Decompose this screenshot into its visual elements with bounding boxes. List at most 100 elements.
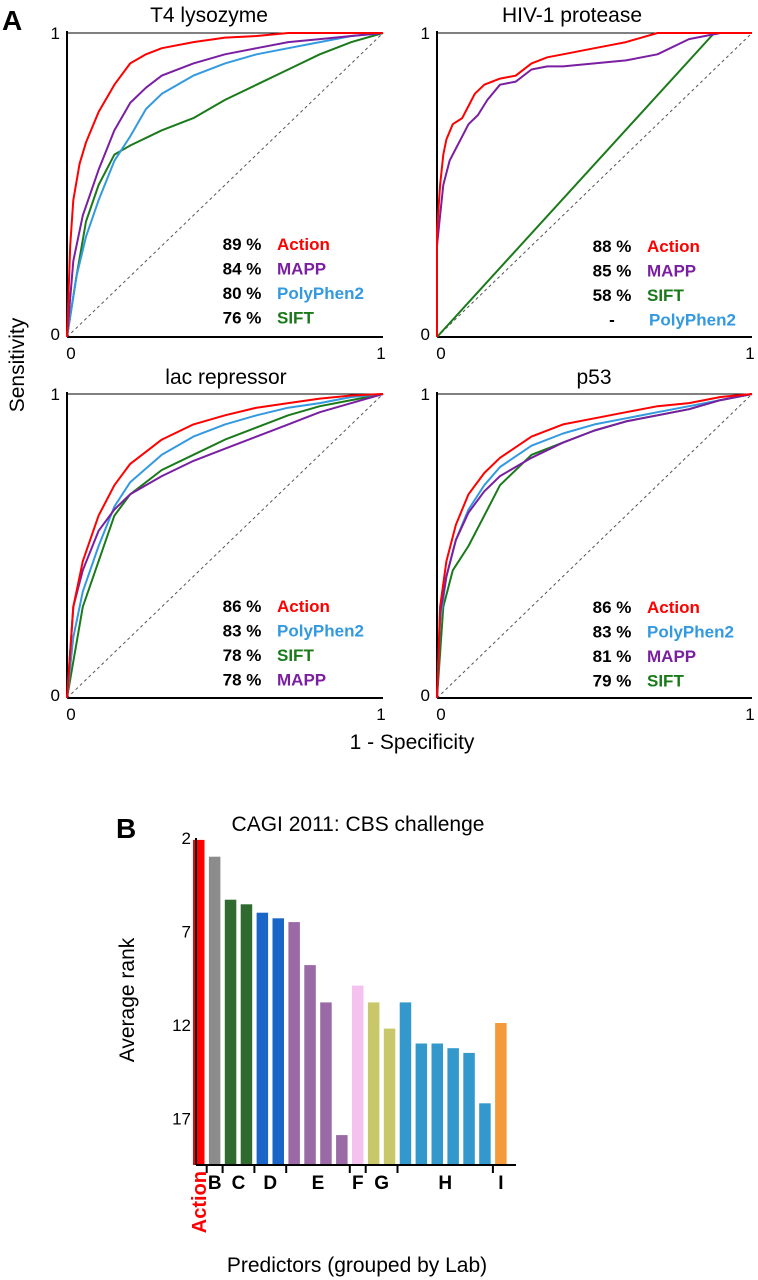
bar-c <box>224 899 237 1165</box>
chance-diagonal <box>436 32 753 338</box>
roc-title: HIV-1 protease <box>502 4 642 27</box>
roc-curve-mapp <box>436 393 753 699</box>
roc-panel-hiv1-protease: HIV-1 protease 0 1 0 1 88 % Action 85 % MAPP 58 %… <box>421 4 755 363</box>
legend-auc-mapp: 81 % <box>593 647 632 666</box>
bar-h <box>415 1043 428 1165</box>
bar-d <box>272 918 284 1165</box>
legend-name-sift: SIFT <box>277 646 314 665</box>
bar-d <box>256 912 269 1165</box>
bar-h <box>399 1002 412 1165</box>
legend-auc-sift: 58 % <box>593 286 632 305</box>
legend-auc-mapp: 85 % <box>593 262 632 281</box>
y-tick-label: 1 <box>421 385 430 404</box>
legend-auc-action: 86 % <box>223 597 262 616</box>
legend-auc-polyphen2: 83 % <box>593 623 632 642</box>
x-tick-label: 1 <box>376 344 385 363</box>
y-tick-label: 0 <box>51 686 60 705</box>
bar-xlabel: Predictors (grouped by Lab) <box>227 1254 487 1277</box>
roc-curve-action <box>66 32 383 338</box>
legend-auc-action: 86 % <box>593 598 632 617</box>
legend-auc-polyphen2: 83 % <box>223 622 262 641</box>
roc-curve-mapp <box>436 32 752 337</box>
bar-chart-title: CAGI 2011: CBS challenge <box>232 813 485 836</box>
bar-g <box>383 1028 396 1165</box>
bar-e <box>336 1135 348 1165</box>
legend-name-action: Action <box>647 237 700 256</box>
panel-b-letter: B <box>116 813 136 844</box>
group-label-i: I <box>498 1173 503 1194</box>
roc-panel-lac-repressor: lac repressor 0 1 0 1 86 % Action 83 % PolyPhen2… <box>51 366 386 724</box>
x-tick-label: 0 <box>436 344 445 363</box>
legend-auc-action: 88 % <box>593 237 632 256</box>
roc-curve-polyphen2 <box>66 393 384 699</box>
legend-auc-polyphen2: 80 % <box>223 284 262 303</box>
group-label-e: E <box>312 1173 325 1194</box>
panel-a-xlabel: 1 - Specificity <box>350 731 475 754</box>
legend-name-action: Action <box>277 597 330 616</box>
bar-y-tick-label: 17 <box>172 1109 191 1128</box>
group-label-c: C <box>232 1173 246 1194</box>
legend-name-action: Action <box>277 235 330 254</box>
legend-name-mapp: MAPP <box>277 260 326 279</box>
roc-curve-action <box>436 393 753 699</box>
bar-action <box>193 839 205 1165</box>
bar-y-tick-label: 7 <box>182 922 191 941</box>
legend-auc-sift: 76 % <box>223 309 262 328</box>
chance-diagonal <box>66 393 384 699</box>
bar-e <box>320 1002 332 1165</box>
bar-chart-cbs: CAGI 2011: CBS challenge Average rank Pred… <box>116 813 516 1277</box>
bar-c <box>240 904 253 1165</box>
y-tick-label: 1 <box>421 24 430 43</box>
group-label-g: G <box>374 1173 389 1194</box>
roc-curve-mapp <box>66 32 384 338</box>
roc-panel-t4-lysozyme: T4 lysozyme 0 1 0 1 89 % Action 84 % MAPP 80 % Pol… <box>51 4 386 363</box>
legend-auc-mapp: 78 % <box>223 671 262 690</box>
chance-diagonal <box>436 393 753 699</box>
group-label-h: H <box>438 1173 452 1194</box>
roc-title: lac repressor <box>165 366 286 389</box>
roc-curve-mapp <box>66 393 384 699</box>
group-label-b: B <box>208 1173 222 1194</box>
bar-h <box>431 1043 443 1165</box>
roc-curve-sift <box>66 32 384 338</box>
legend-name-polyphen2: PolyPhen2 <box>649 311 736 330</box>
x-tick-label: 0 <box>66 344 75 363</box>
legend-name-polyphen2: PolyPhen2 <box>277 284 364 303</box>
bar-h <box>479 1103 491 1165</box>
x-tick-label: 1 <box>745 344 754 363</box>
legend-auc-sift: 78 % <box>223 646 262 665</box>
y-tick-label: 1 <box>51 385 60 404</box>
bar-f <box>352 985 364 1165</box>
bar-b <box>208 856 221 1165</box>
bar-i <box>495 1023 507 1165</box>
panel-a-ylabel: Sensitivity <box>6 317 29 412</box>
x-tick-label: 1 <box>376 705 385 724</box>
y-tick-label: 0 <box>51 325 60 344</box>
roc-panel-p53: p53 0 1 0 1 86 % Action 83 % PolyPhen2 81 % MAPP 79… <box>421 366 755 724</box>
bar-h <box>447 1048 459 1165</box>
x-tick-label: 0 <box>436 705 445 724</box>
roc-title: p53 <box>576 366 611 389</box>
roc-title: T4 lysozyme <box>150 4 268 27</box>
y-tick-label: 0 <box>421 325 430 344</box>
group-label-f: F <box>352 1173 364 1194</box>
x-tick-label: 0 <box>66 705 75 724</box>
bar-e <box>288 922 300 1165</box>
panel-a-letter: A <box>2 5 22 36</box>
bar-y-tick-label: 2 <box>182 829 191 848</box>
group-label-d: D <box>263 1173 277 1194</box>
legend-auc-sift: 79 % <box>593 672 632 691</box>
roc-curve-action <box>66 393 384 699</box>
group-label-action: Action <box>189 1171 211 1233</box>
roc-curve-action <box>436 32 752 337</box>
bar-y-tick-label: 12 <box>172 1016 191 1035</box>
legend-name-mapp: MAPP <box>647 262 696 281</box>
chance-diagonal <box>66 32 384 338</box>
x-tick-label: 1 <box>745 705 754 724</box>
legend-auc-polyphen2: - <box>609 311 615 330</box>
legend-name-polyphen2: PolyPhen2 <box>277 622 364 641</box>
legend-auc-mapp: 84 % <box>223 260 262 279</box>
y-tick-label: 1 <box>51 24 60 43</box>
y-tick-label: 0 <box>421 686 430 705</box>
